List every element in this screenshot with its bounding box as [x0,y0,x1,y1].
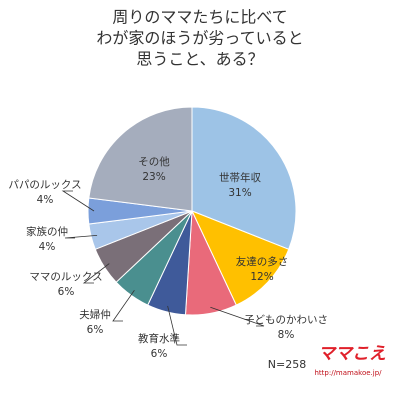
url: http://mamakoe.jp/ [314,369,382,377]
chart-title: 周りのママたちに比べて [112,8,287,27]
value-label: 8% [278,329,295,341]
leader-line [64,234,98,239]
pie-slice [191,106,297,250]
logo: ママこえ [318,344,386,364]
note: N=258 [268,358,306,371]
value-label: 6% [58,286,75,298]
pie-slice [88,106,193,212]
slice-label: パパのルックス [8,179,81,191]
chart-title: 思うこと、ある？ [136,50,263,69]
value-label: 6% [151,348,168,360]
slice-label: 夫婦仲 [79,308,111,321]
leader-line [112,290,135,322]
value-label: 12% [250,271,273,283]
slice-label: 世帯年収 [219,171,261,184]
value-label: 4% [37,194,54,206]
slice-label: その他 [138,155,170,168]
value-label: 4% [39,241,56,253]
value-label: 23% [142,171,165,183]
slice-label: 家族の仲 [26,225,68,238]
value-label: 6% [87,324,104,336]
leader-line [167,305,187,346]
leader-line [82,263,110,284]
slice-label: ママのルックス [29,271,102,283]
value-label: 31% [228,187,251,199]
slice-label: 教育水準 [138,332,180,345]
chart-title: わが家のほうが劣っていると [96,29,303,48]
leader-line [61,190,95,212]
slice-label: 子どものかわいさ [244,314,328,326]
leader-line [210,306,265,327]
slice-label: 友達の多さ [236,255,289,268]
pie-slice [191,210,290,306]
